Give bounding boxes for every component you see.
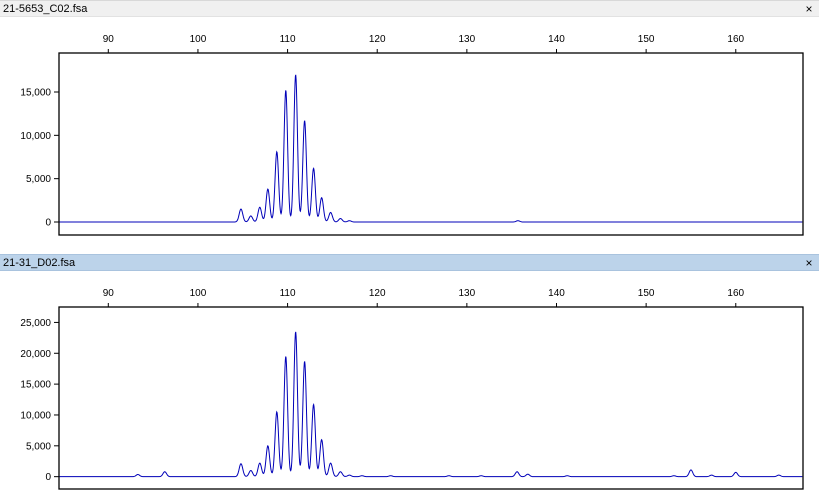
x-tick-label: 160 [727, 34, 744, 45]
x-tick-label: 140 [548, 34, 565, 45]
x-tick-label: 130 [459, 34, 476, 45]
x-tick-label: 100 [190, 288, 207, 299]
y-tick-label: 10,000 [20, 131, 51, 142]
trace-line [59, 74, 803, 223]
x-tick-label: 90 [103, 34, 115, 45]
electropherogram-plot[interactable]: 90 100 110 120 130 140 150 160 0 5,000 10,000 15,00… [0, 272, 819, 498]
x-tick-label: 120 [369, 34, 386, 45]
panel-title: 21-5653_C02.fsa [3, 3, 88, 15]
x-tick-label: 110 [280, 288, 296, 299]
y-tick-label: 25,000 [20, 318, 51, 329]
y-tick-label: 15,000 [20, 88, 51, 99]
panel-header[interactable]: 21-31_D02.fsa × [0, 254, 819, 271]
x-tick-label: 140 [548, 288, 565, 299]
x-tick-label: 150 [638, 288, 655, 299]
x-tick-label: 110 [280, 34, 296, 45]
electropherogram-panel-1[interactable]: 21-5653_C02.fsa × 90 100 110 120 130 140 150 16… [0, 0, 819, 244]
y-tick-label: 0 [45, 218, 51, 229]
y-tick-label: 10,000 [20, 410, 51, 421]
y-tick-label: 0 [45, 472, 51, 483]
x-tick-label: 160 [727, 288, 744, 299]
electropherogram-plot[interactable]: 90 100 110 120 130 140 150 160 0 5,000 10,000 15,00… [0, 18, 819, 244]
plot-frame [58, 306, 804, 490]
close-button[interactable]: × [805, 256, 813, 270]
plot-frame [58, 52, 804, 236]
electropherogram-panel-2[interactable]: 21-31_D02.fsa × 90 100 110 120 130 140 150 160 0… [0, 254, 819, 498]
y-tick-label: 5,000 [26, 441, 51, 452]
y-tick-label: 20,000 [20, 349, 51, 360]
x-tick-label: 130 [459, 288, 476, 299]
x-tick-label: 120 [369, 288, 386, 299]
panel-header[interactable]: 21-5653_C02.fsa × [0, 0, 819, 17]
x-tick-label: 100 [190, 34, 207, 45]
trace-line [59, 331, 803, 478]
close-button[interactable]: × [805, 2, 813, 16]
y-tick-label: 15,000 [20, 380, 51, 391]
y-tick-label: 5,000 [26, 174, 51, 185]
x-tick-label: 90 [103, 288, 115, 299]
x-tick-label: 150 [638, 34, 655, 45]
panel-title: 21-31_D02.fsa [3, 257, 76, 269]
